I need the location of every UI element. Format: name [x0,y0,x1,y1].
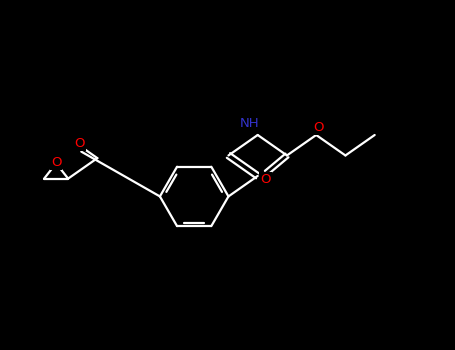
Text: O: O [74,136,85,149]
Text: O: O [313,121,324,134]
Text: O: O [260,173,271,186]
Text: O: O [51,156,61,169]
Text: NH: NH [239,117,259,130]
